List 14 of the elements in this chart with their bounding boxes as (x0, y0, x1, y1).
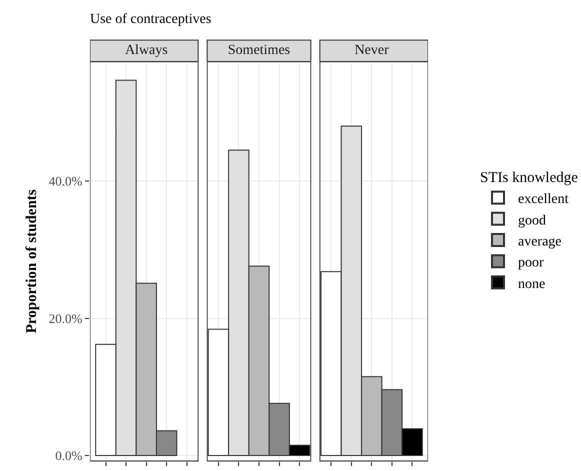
x-tick-label: Sometimes (228, 42, 290, 58)
legend-title: STIs knowledge (480, 170, 578, 186)
legend-label: none (518, 276, 546, 292)
legend-label: excellent (518, 192, 569, 208)
y-axis-title: Proportion of students (24, 189, 40, 334)
x-tick-label: Always (124, 42, 168, 58)
x-tick-label: Never (354, 42, 390, 58)
legend-label: average (518, 234, 562, 250)
legend-label: poor (518, 256, 544, 271)
legend-label: good (518, 213, 546, 228)
x-axis-title: Use of contraceptives (90, 12, 212, 27)
y-tick-label: 0.0% (55, 448, 83, 464)
y-tick-label: 40.0% (48, 174, 83, 189)
y-tick-label: 20.0% (48, 310, 83, 326)
